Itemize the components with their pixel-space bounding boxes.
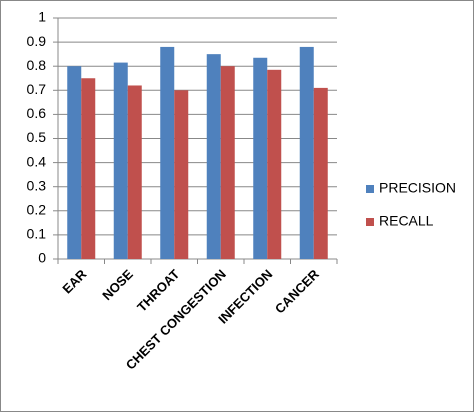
bar — [174, 90, 189, 259]
y-tick-label: 0.1 — [27, 226, 47, 242]
y-tick-label: 0.3 — [27, 177, 47, 193]
y-tick-label: 0.2 — [27, 202, 47, 218]
bar — [220, 66, 235, 259]
bar — [81, 78, 96, 259]
legend-swatch — [366, 185, 374, 193]
bar — [127, 85, 142, 259]
bar — [313, 87, 328, 259]
y-tick-label: 1 — [38, 9, 46, 25]
bar — [253, 57, 268, 259]
y-tick-label: 0.6 — [27, 105, 47, 121]
y-tick-label: 0.4 — [27, 153, 47, 169]
y-tick-label: 0 — [38, 250, 46, 266]
legend-label: RECALL — [379, 213, 434, 229]
bar — [160, 46, 175, 259]
y-tick-label: 0.7 — [27, 81, 47, 97]
bar — [267, 69, 282, 259]
y-tick-label: 0.9 — [27, 33, 47, 49]
y-tick-label: 0.5 — [27, 129, 47, 145]
y-tick-label: 0.8 — [27, 57, 47, 73]
legend-label: PRECISION — [379, 180, 456, 196]
bar — [299, 46, 314, 259]
bar — [113, 62, 128, 260]
bar — [67, 66, 82, 259]
bar — [206, 54, 221, 260]
legend-swatch — [366, 218, 374, 226]
